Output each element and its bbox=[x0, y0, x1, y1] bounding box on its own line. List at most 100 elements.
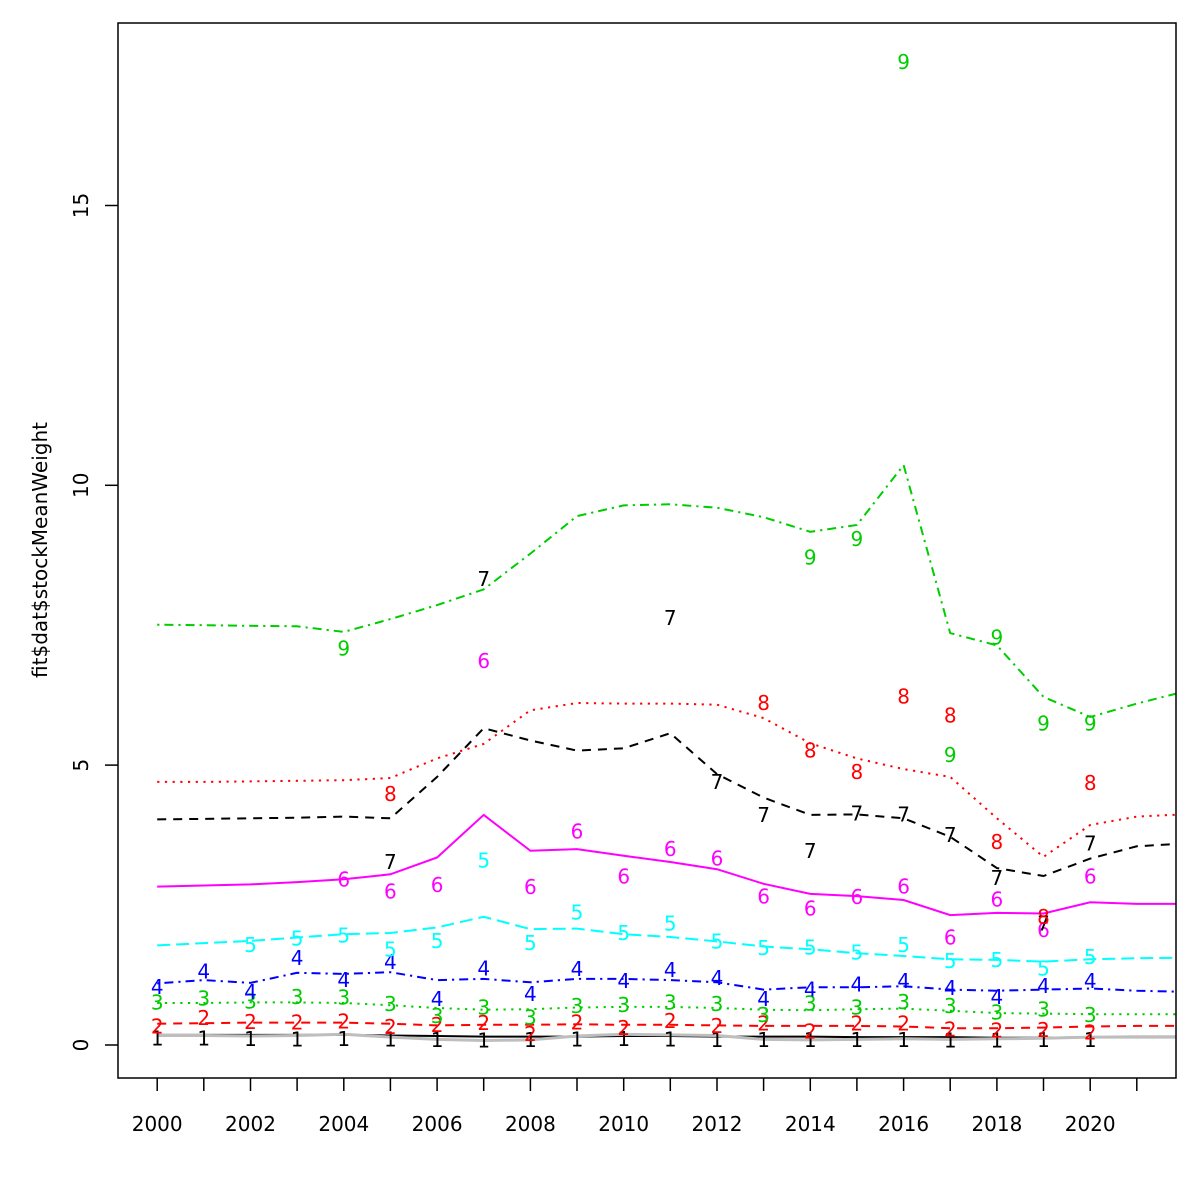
obs-label-age-5-2016: 5 bbox=[897, 933, 910, 957]
obs-label-age-6-2017: 6 bbox=[944, 926, 957, 950]
obs-label-age-2-2001: 2 bbox=[197, 1006, 210, 1030]
obs-label-age-1-2006: 1 bbox=[431, 1028, 444, 1052]
obs-label-age-7-2020: 7 bbox=[1084, 832, 1097, 856]
obs-label-age-4-2016: 4 bbox=[897, 969, 910, 993]
obs-label-age-6-2008: 6 bbox=[524, 875, 537, 899]
obs-label-age-4-2014: 4 bbox=[804, 978, 817, 1002]
obs-label-age-3-2015: 3 bbox=[851, 996, 864, 1020]
obs-label-age-7-2005: 7 bbox=[384, 850, 397, 874]
obs-label-age-6-2016: 6 bbox=[897, 875, 910, 899]
obs-label-age-4-2003: 4 bbox=[291, 946, 304, 970]
x-tick-label-2004: 2004 bbox=[318, 1112, 369, 1136]
obs-label-age-9-2014: 9 bbox=[804, 546, 817, 570]
obs-label-age-2-2009: 2 bbox=[571, 1011, 584, 1035]
y-tick-label-15: 15 bbox=[69, 193, 93, 218]
obs-label-age-5-2003: 5 bbox=[291, 927, 304, 951]
obs-label-age-8-2016: 8 bbox=[897, 684, 910, 708]
obs-label-age-6-2012: 6 bbox=[711, 847, 724, 871]
y-tick-label-5: 5 bbox=[69, 759, 93, 772]
obs-label-age-1-2002: 1 bbox=[244, 1027, 257, 1051]
obs-label-age-3-2017: 3 bbox=[944, 994, 957, 1018]
obs-label-age-2-2000: 2 bbox=[151, 1015, 164, 1039]
obs-label-age-1-2009: 1 bbox=[571, 1027, 584, 1051]
obs-label-age-9-2019: 9 bbox=[1037, 712, 1050, 736]
obs-label-age-1-2013: 1 bbox=[757, 1028, 770, 1052]
fitted-line-age-9 bbox=[157, 462, 1176, 719]
obs-label-age-4-2018: 4 bbox=[991, 985, 1004, 1009]
obs-label-age-5-2015: 5 bbox=[851, 941, 864, 965]
x-tick-label-2000: 2000 bbox=[132, 1112, 183, 1136]
plot-box bbox=[117, 22, 1177, 1079]
obs-label-age-2-2018: 2 bbox=[991, 1018, 1004, 1042]
obs-label-age-4-2012: 4 bbox=[711, 966, 724, 990]
obs-label-age-2-2015: 2 bbox=[851, 1012, 864, 1036]
x-tick-label-2006: 2006 bbox=[412, 1112, 463, 1136]
obs-label-age-4-2017: 4 bbox=[944, 976, 957, 1000]
obs-label-age-3-2006: 3 bbox=[431, 1004, 444, 1028]
obs-label-age-7-2015: 7 bbox=[851, 801, 864, 825]
obs-label-age-4-2020: 4 bbox=[1084, 969, 1097, 993]
obs-label-age-8-2018: 8 bbox=[991, 830, 1004, 854]
obs-label-age-5-2017: 5 bbox=[944, 949, 957, 973]
x-tick-label-2002: 2002 bbox=[225, 1112, 276, 1136]
obs-label-age-3-2002: 3 bbox=[244, 989, 257, 1013]
x-tick-label-2008: 2008 bbox=[505, 1112, 556, 1136]
obs-label-age-3-2009: 3 bbox=[571, 994, 584, 1018]
x-tick-label-2014: 2014 bbox=[785, 1112, 836, 1136]
obs-label-age-4-2013: 4 bbox=[757, 987, 770, 1011]
obs-label-age-7-2014: 7 bbox=[804, 839, 817, 863]
obs-label-age-5-2013: 5 bbox=[757, 936, 770, 960]
x-tick-label-2016: 2016 bbox=[878, 1112, 929, 1136]
obs-label-age-3-2013: 3 bbox=[757, 1003, 770, 1027]
obs-label-age-8-2005: 8 bbox=[384, 782, 397, 806]
gray-line bbox=[157, 1032, 1176, 1043]
obs-label-age-8-2019: 8 bbox=[1037, 905, 1050, 929]
obs-label-age-2-2019: 2 bbox=[1037, 1018, 1050, 1042]
obs-label-age-1-2010: 1 bbox=[617, 1027, 630, 1051]
obs-label-age-3-2008: 3 bbox=[524, 1006, 537, 1030]
obs-label-age-5-2010: 5 bbox=[617, 921, 630, 945]
obs-label-age-5-2014: 5 bbox=[804, 936, 817, 960]
obs-label-age-2-2005: 2 bbox=[384, 1015, 397, 1039]
obs-label-age-7-2011: 7 bbox=[664, 606, 677, 630]
obs-label-age-5-2002: 5 bbox=[244, 933, 257, 957]
obs-label-age-1-2001: 1 bbox=[197, 1026, 210, 1050]
obs-label-age-8-2020: 8 bbox=[1084, 771, 1097, 795]
obs-label-age-4-2005: 4 bbox=[384, 950, 397, 974]
obs-label-age-1-2017: 1 bbox=[944, 1029, 957, 1053]
obs-label-age-2-2017: 2 bbox=[944, 1017, 957, 1041]
obs-label-age-2-2020: 2 bbox=[1084, 1021, 1097, 1045]
obs-label-age-1-2008: 1 bbox=[524, 1028, 537, 1052]
obs-label-age-5-2020: 5 bbox=[1084, 945, 1097, 969]
obs-label-age-7-2017: 7 bbox=[944, 823, 957, 847]
obs-label-age-7-2016: 7 bbox=[897, 802, 910, 826]
obs-label-age-4-2002: 4 bbox=[244, 980, 257, 1004]
obs-label-age-1-2005: 1 bbox=[384, 1027, 397, 1051]
obs-label-age-5-2004: 5 bbox=[337, 923, 350, 947]
obs-label-age-6-2019: 6 bbox=[1037, 918, 1050, 942]
obs-label-age-4-2011: 4 bbox=[664, 958, 677, 982]
obs-label-age-6-2005: 6 bbox=[384, 880, 397, 904]
obs-label-age-1-2000: 1 bbox=[151, 1026, 164, 1050]
obs-label-age-9-2015: 9 bbox=[851, 527, 864, 551]
obs-label-age-7-2018: 7 bbox=[991, 866, 1004, 890]
fitted-line-age-4 bbox=[157, 971, 1176, 993]
obs-label-age-1-2015: 1 bbox=[851, 1028, 864, 1052]
obs-label-age-7-2007: 7 bbox=[477, 567, 490, 591]
x-tick-label-2010: 2010 bbox=[598, 1112, 649, 1136]
obs-label-age-2-2002: 2 bbox=[244, 1010, 257, 1034]
obs-label-age-6-2018: 6 bbox=[991, 888, 1004, 912]
obs-label-age-3-2011: 3 bbox=[664, 990, 677, 1014]
obs-label-age-3-2000: 3 bbox=[151, 990, 164, 1014]
obs-label-age-5-2007: 5 bbox=[477, 848, 490, 872]
x-tick-label-2012: 2012 bbox=[692, 1112, 743, 1136]
obs-label-age-6-2014: 6 bbox=[804, 896, 817, 920]
obs-label-age-9-2017: 9 bbox=[944, 743, 957, 767]
y-tick-label-0: 0 bbox=[69, 1039, 93, 1052]
obs-label-age-1-2014: 1 bbox=[804, 1028, 817, 1052]
obs-label-age-5-2006: 5 bbox=[431, 929, 444, 953]
obs-label-age-1-2007: 1 bbox=[477, 1029, 490, 1053]
obs-label-age-5-2018: 5 bbox=[991, 948, 1004, 972]
obs-label-age-3-2020: 3 bbox=[1084, 1003, 1097, 1027]
